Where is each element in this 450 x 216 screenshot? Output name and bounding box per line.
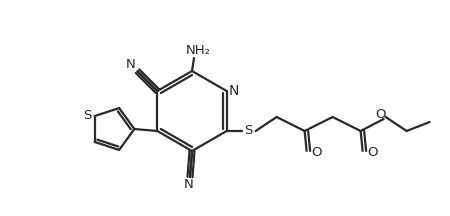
Text: O: O — [311, 146, 322, 159]
Text: S: S — [244, 124, 253, 138]
Text: S: S — [83, 109, 92, 122]
Text: N: N — [126, 58, 135, 71]
Text: O: O — [367, 146, 378, 159]
Text: N: N — [229, 84, 239, 98]
Text: NH₂: NH₂ — [185, 44, 211, 57]
Text: N: N — [184, 178, 194, 192]
Text: O: O — [375, 108, 386, 121]
